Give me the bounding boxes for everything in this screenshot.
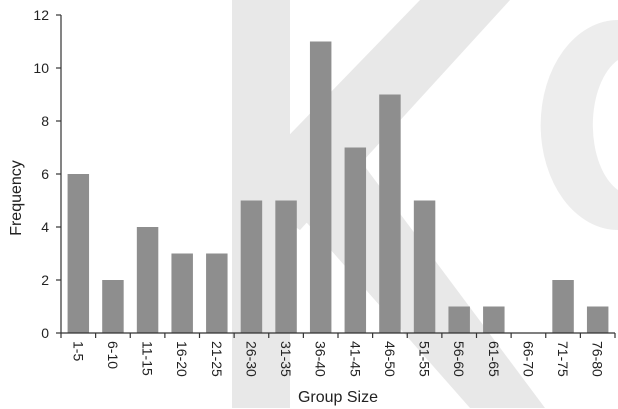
x-tick-label: 26-30 bbox=[243, 341, 259, 377]
x-tick-label: 36-40 bbox=[313, 341, 329, 377]
x-tick-label: 6-10 bbox=[105, 341, 121, 369]
x-tick-label: 31-35 bbox=[278, 341, 294, 377]
x-tick-label: 51-55 bbox=[417, 341, 433, 377]
bar-6-10 bbox=[102, 280, 124, 333]
bar-61-65 bbox=[483, 306, 505, 333]
bar-26-30 bbox=[240, 200, 263, 333]
x-tick-label: 61-65 bbox=[486, 341, 502, 377]
bar-46-50 bbox=[379, 94, 401, 333]
x-tick-label: 76-80 bbox=[590, 341, 606, 377]
x-tick-label: 21-25 bbox=[209, 341, 225, 377]
x-axis: 1-5 6-10 11-15 16-20 21-25 26-30 31-35 36-40 41-… bbox=[60, 332, 616, 377]
y-tick-label: 10 bbox=[33, 60, 49, 76]
y-tick-label: 0 bbox=[41, 325, 49, 341]
bar-41-45 bbox=[344, 147, 367, 333]
y-tick-label: 2 bbox=[41, 272, 49, 288]
x-axis-title: Group Size bbox=[298, 389, 378, 406]
bar-56-60 bbox=[448, 306, 470, 333]
bar-16-20 bbox=[171, 253, 193, 333]
x-tick-label: 56-60 bbox=[451, 341, 467, 377]
y-tick-label: 6 bbox=[41, 166, 49, 182]
bar-36-40 bbox=[309, 41, 332, 333]
x-tick-label: 66-70 bbox=[520, 341, 536, 377]
x-tick-label: 16-20 bbox=[174, 341, 190, 377]
plot-area bbox=[67, 41, 609, 333]
bar-21-25 bbox=[206, 253, 228, 333]
y-tick-label: 8 bbox=[41, 113, 49, 129]
y-axis-title: Frequency bbox=[8, 160, 25, 236]
bar-1-5 bbox=[67, 174, 90, 333]
y-tick-label: 12 bbox=[33, 7, 49, 23]
bar-31-35 bbox=[275, 200, 297, 333]
y-axis: 0 2 4 6 8 10 12 bbox=[33, 7, 62, 341]
y-tick-label: 4 bbox=[41, 219, 49, 235]
bar-11-15 bbox=[136, 227, 159, 333]
bar-76-80 bbox=[586, 306, 609, 333]
x-tick-label: 1-5 bbox=[70, 341, 86, 361]
x-tick-label: 71-75 bbox=[555, 341, 571, 377]
bar-71-75 bbox=[552, 280, 574, 333]
x-tick-label: 11-15 bbox=[140, 341, 156, 376]
bar-51-55 bbox=[413, 200, 436, 333]
x-tick-label: 46-50 bbox=[382, 341, 398, 377]
x-tick-label: 41-45 bbox=[347, 341, 363, 377]
